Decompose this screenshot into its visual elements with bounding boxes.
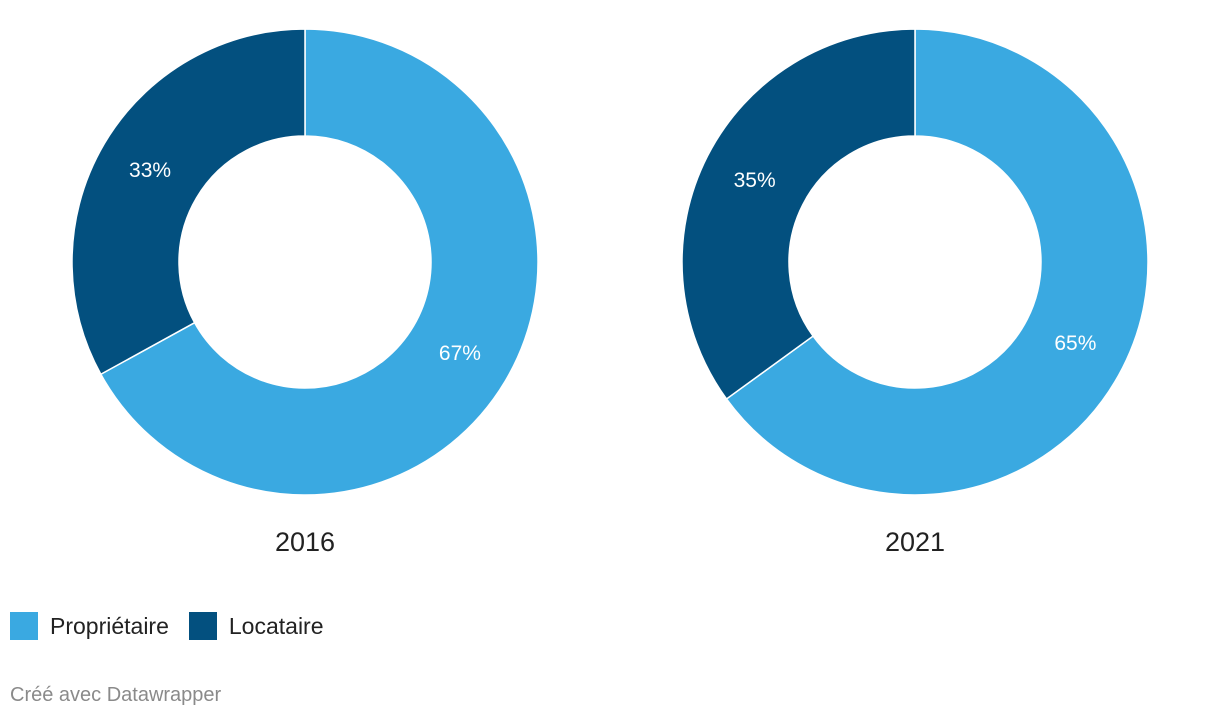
legend-item-locataire: Locataire: [188, 612, 324, 640]
donut-charts: 67% 33% 2016 65% 35% 2021: [71, 28, 1149, 557]
datawrapper-credit[interactable]: Créé avec Datawrapper: [10, 684, 222, 706]
slice-label-proprietaire-2021: 65%: [1054, 332, 1096, 355]
slice-label-locataire-2016: 33%: [129, 159, 171, 182]
donut-slice-proprietaire-2016: [99, 28, 539, 496]
legend-label-proprietaire: Propriétaire: [50, 612, 169, 639]
slice-label-proprietaire-2016: 67%: [439, 342, 481, 365]
chart-title-2021: 2021: [885, 527, 945, 557]
legend: Propriétaire Locataire: [10, 612, 324, 640]
legend-swatch-proprietaire: [10, 612, 38, 640]
slice-label-locataire-2021: 35%: [734, 169, 776, 192]
donut-slice-proprietaire-2021: [725, 28, 1149, 496]
legend-item-proprietaire: Propriétaire: [10, 612, 169, 640]
legend-swatch-locataire: [188, 612, 217, 640]
donut-slice-locataire-2016: [71, 28, 306, 376]
chart-title-2016: 2016: [275, 527, 335, 557]
donut-slice-locataire-2021: [681, 28, 916, 401]
legend-label-locataire: Locataire: [228, 612, 324, 639]
